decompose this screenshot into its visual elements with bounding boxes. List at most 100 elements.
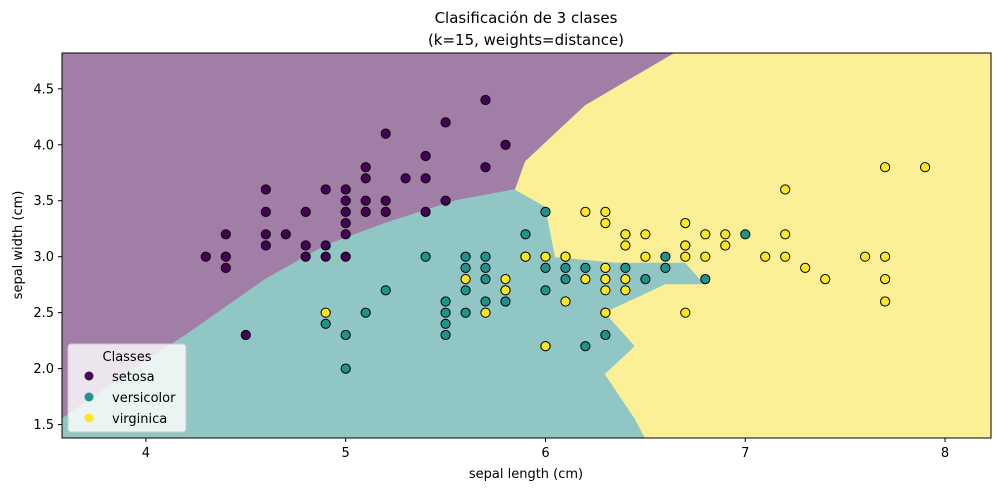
x-tick-label: 5 bbox=[342, 446, 350, 461]
point-setosa bbox=[260, 229, 271, 240]
point-versicolor bbox=[320, 318, 331, 329]
y-axis: 1.5 2.0 2.5 3.0 3.5 4.0 4.5 bbox=[33, 82, 62, 433]
x-axis-label: sepal length (cm) bbox=[469, 467, 583, 482]
point-versicolor bbox=[580, 341, 591, 352]
point-versicolor bbox=[420, 251, 431, 262]
point-setosa bbox=[300, 206, 311, 217]
chart-title-line-1: Clasificación de 3 clases bbox=[435, 9, 618, 27]
point-virginica bbox=[620, 274, 631, 285]
plot-frame bbox=[61, 52, 992, 439]
point-virginica bbox=[560, 251, 571, 262]
legend-label-setosa: setosa bbox=[112, 370, 155, 385]
point-virginica bbox=[620, 285, 631, 296]
point-virginica bbox=[880, 251, 891, 262]
point-versicolor bbox=[540, 285, 551, 296]
point-virginica bbox=[600, 262, 611, 273]
point-setosa bbox=[360, 206, 371, 217]
point-virginica bbox=[860, 251, 871, 262]
point-setosa bbox=[340, 218, 351, 229]
point-versicolor bbox=[380, 285, 391, 296]
point-setosa bbox=[420, 150, 431, 162]
point-setosa bbox=[480, 162, 491, 173]
point-virginica bbox=[720, 240, 731, 251]
point-virginica bbox=[620, 240, 631, 251]
point-virginica bbox=[880, 274, 891, 285]
y-tick-label: 4.0 bbox=[33, 138, 54, 153]
point-virginica bbox=[880, 162, 891, 173]
point-virginica bbox=[640, 251, 651, 262]
point-versicolor bbox=[340, 363, 351, 374]
point-setosa bbox=[200, 251, 211, 262]
point-setosa bbox=[240, 329, 251, 341]
legend-label-virginica: virginica bbox=[112, 412, 167, 427]
point-virginica bbox=[680, 251, 691, 262]
point-versicolor bbox=[340, 329, 351, 341]
point-virginica bbox=[600, 307, 611, 318]
point-versicolor bbox=[560, 274, 571, 285]
point-versicolor bbox=[700, 274, 711, 285]
point-setosa bbox=[340, 184, 351, 195]
point-virginica bbox=[720, 229, 731, 240]
point-setosa bbox=[260, 206, 271, 217]
point-virginica bbox=[680, 307, 691, 318]
point-versicolor bbox=[640, 274, 651, 285]
point-virginica bbox=[500, 274, 511, 285]
point-setosa bbox=[380, 128, 391, 139]
point-virginica bbox=[320, 307, 331, 318]
point-versicolor bbox=[540, 262, 551, 273]
point-setosa bbox=[380, 195, 391, 206]
point-versicolor bbox=[520, 229, 531, 240]
point-setosa bbox=[320, 240, 331, 251]
y-axis-label: sepal width (cm) bbox=[11, 191, 26, 300]
y-tick-label: 3.0 bbox=[33, 250, 54, 265]
point-versicolor bbox=[460, 285, 471, 296]
point-setosa bbox=[280, 229, 291, 240]
point-versicolor bbox=[460, 251, 471, 262]
point-setosa bbox=[440, 117, 451, 128]
point-setosa bbox=[360, 173, 371, 184]
point-versicolor bbox=[500, 296, 511, 307]
point-setosa bbox=[340, 206, 351, 217]
point-setosa bbox=[340, 251, 351, 262]
point-virginica bbox=[680, 240, 691, 251]
point-setosa bbox=[420, 173, 431, 184]
point-versicolor bbox=[540, 206, 551, 217]
point-setosa bbox=[320, 251, 331, 262]
decision-regions bbox=[62, 53, 991, 438]
point-virginica bbox=[500, 285, 511, 296]
legend-marker-virginica bbox=[84, 413, 94, 423]
point-versicolor bbox=[480, 296, 491, 307]
point-setosa bbox=[260, 240, 271, 251]
y-tick-label: 2.0 bbox=[33, 362, 54, 377]
point-virginica bbox=[780, 184, 791, 195]
y-tick-label: 4.5 bbox=[33, 82, 54, 97]
point-setosa bbox=[220, 251, 231, 262]
legend-marker-versicolor bbox=[84, 392, 94, 402]
point-versicolor bbox=[460, 307, 471, 318]
point-virginica bbox=[780, 251, 791, 262]
point-versicolor bbox=[560, 262, 571, 273]
point-virginica bbox=[480, 307, 491, 318]
point-setosa bbox=[380, 206, 391, 217]
point-versicolor bbox=[440, 329, 451, 341]
point-virginica bbox=[600, 206, 611, 217]
point-virginica bbox=[820, 274, 831, 285]
point-setosa bbox=[480, 94, 491, 106]
x-tick-label: 6 bbox=[541, 446, 549, 461]
point-setosa bbox=[360, 162, 371, 173]
point-versicolor bbox=[740, 229, 751, 240]
point-virginica bbox=[580, 274, 591, 285]
point-setosa bbox=[220, 262, 231, 273]
point-setosa bbox=[400, 173, 411, 184]
point-versicolor bbox=[660, 251, 671, 262]
point-versicolor bbox=[440, 296, 451, 307]
point-setosa bbox=[260, 184, 271, 195]
point-virginica bbox=[800, 262, 811, 273]
y-tick-label: 3.5 bbox=[33, 194, 54, 209]
point-versicolor bbox=[620, 262, 631, 273]
point-versicolor bbox=[440, 307, 451, 318]
point-versicolor bbox=[480, 251, 491, 262]
point-setosa bbox=[300, 251, 311, 262]
legend-title: Classes bbox=[103, 350, 152, 365]
